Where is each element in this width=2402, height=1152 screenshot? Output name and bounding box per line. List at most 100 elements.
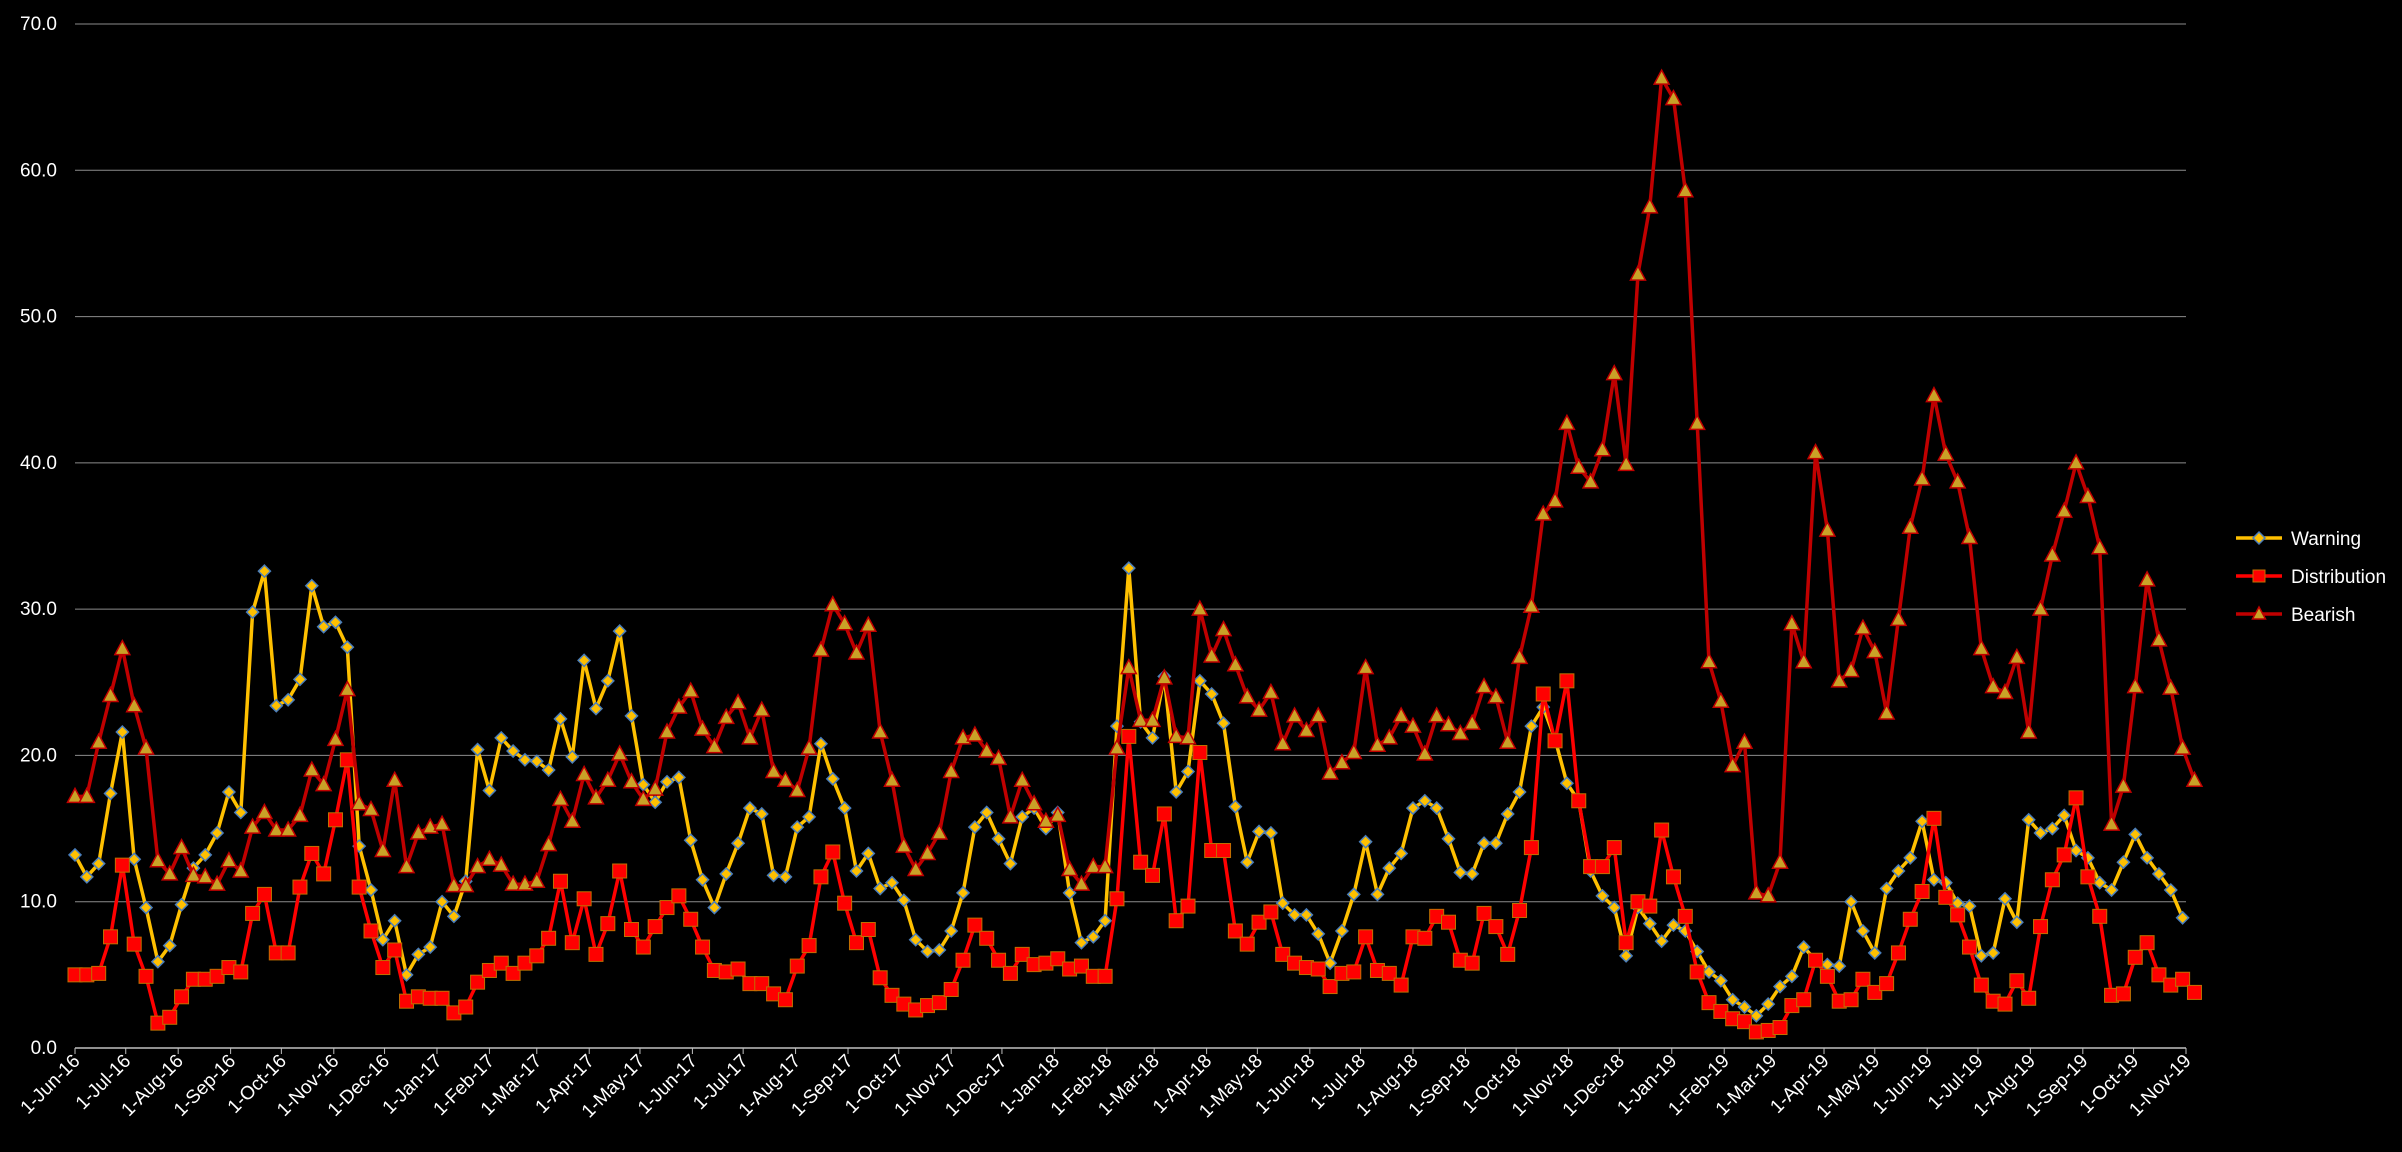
y-tick-label: 20.0 — [20, 745, 57, 766]
data-point — [160, 864, 179, 881]
data-point — [1866, 641, 1884, 659]
data-point — [979, 805, 994, 820]
data-point — [1737, 1014, 1753, 1030]
data-point — [587, 788, 605, 805]
data-point — [434, 894, 450, 909]
data-point — [1558, 413, 1576, 431]
data-point — [731, 836, 746, 851]
data-point — [362, 799, 380, 817]
data-point — [1251, 824, 1267, 839]
data-point — [1251, 914, 1267, 930]
data-point — [695, 939, 711, 955]
data-point — [742, 801, 757, 816]
data-point — [1593, 440, 1612, 457]
data-point — [138, 968, 154, 984]
data-point — [1654, 822, 1670, 838]
data-point — [375, 932, 390, 947]
data-point — [1487, 687, 1505, 704]
data-point — [1275, 946, 1291, 962]
data-point — [350, 794, 368, 811]
data-point — [1665, 869, 1681, 885]
data-point — [421, 817, 439, 834]
data-point — [233, 964, 249, 980]
data-point — [539, 835, 558, 852]
data-point — [1476, 836, 1492, 851]
data-point — [470, 974, 486, 990]
series-distribution — [67, 673, 2202, 1040]
data-point — [610, 744, 629, 761]
data-point — [1392, 706, 1410, 723]
data-point — [1688, 413, 1706, 431]
data-point — [752, 700, 771, 717]
data-point — [790, 820, 805, 835]
data-point — [1855, 923, 1870, 939]
data-point — [1133, 854, 1149, 870]
data-point — [1842, 660, 1860, 678]
data-point — [695, 872, 710, 887]
data-point — [292, 672, 308, 687]
data-point — [943, 981, 959, 997]
data-point — [705, 737, 724, 754]
data-point — [600, 916, 616, 932]
data-point — [2009, 973, 2025, 989]
data-point — [908, 932, 923, 947]
data-point — [754, 976, 770, 992]
data-point — [681, 681, 700, 698]
data-point — [1700, 652, 1718, 669]
data-point — [1393, 977, 1409, 993]
data-point — [2151, 967, 2167, 983]
data-point — [859, 615, 878, 632]
data-point — [2044, 872, 2060, 888]
data-point — [1783, 614, 1801, 631]
data-point — [1498, 732, 1517, 750]
data-point — [316, 866, 332, 882]
data-point — [683, 911, 699, 927]
data-point — [1417, 793, 1432, 808]
data-point — [375, 960, 391, 976]
data-point — [1808, 952, 1824, 968]
data-point — [125, 696, 143, 713]
data-point — [1771, 852, 1789, 869]
data-point — [150, 954, 165, 969]
data-point — [1167, 726, 1185, 744]
data-point — [1334, 923, 1349, 939]
data-point — [2008, 647, 2026, 665]
data-point — [777, 992, 793, 1008]
data-point — [2162, 678, 2180, 695]
data-point — [1889, 609, 1908, 627]
data-point — [1890, 945, 1906, 961]
data-point — [918, 843, 937, 861]
data-point — [764, 761, 783, 779]
data-point — [433, 814, 451, 831]
data-point — [445, 876, 463, 893]
data-point — [257, 564, 272, 579]
data-point — [1072, 874, 1091, 891]
data-point — [719, 866, 734, 881]
data-point — [196, 867, 214, 884]
data-point — [1287, 907, 1302, 922]
data-point — [127, 852, 142, 867]
data-point — [1050, 951, 1066, 967]
data-point — [1488, 919, 1504, 935]
data-point — [1617, 454, 1635, 472]
data-point — [2045, 821, 2060, 836]
data-point — [648, 795, 663, 810]
data-point — [1463, 713, 1481, 730]
data-point — [351, 879, 367, 895]
data-point — [884, 875, 900, 890]
data-point — [210, 825, 225, 841]
data-point — [1309, 706, 1328, 723]
data-point — [174, 897, 189, 912]
data-point — [492, 855, 511, 872]
data-point — [1701, 995, 1717, 1011]
data-point — [1938, 889, 1954, 905]
data-point — [1441, 914, 1457, 930]
data-point — [1510, 647, 1529, 665]
data-point — [860, 922, 876, 938]
data-point — [754, 806, 769, 822]
data-point — [1594, 859, 1610, 875]
data-point — [516, 874, 534, 891]
data-point — [2056, 847, 2072, 863]
data-point — [1772, 979, 1788, 994]
data-point — [624, 708, 639, 723]
